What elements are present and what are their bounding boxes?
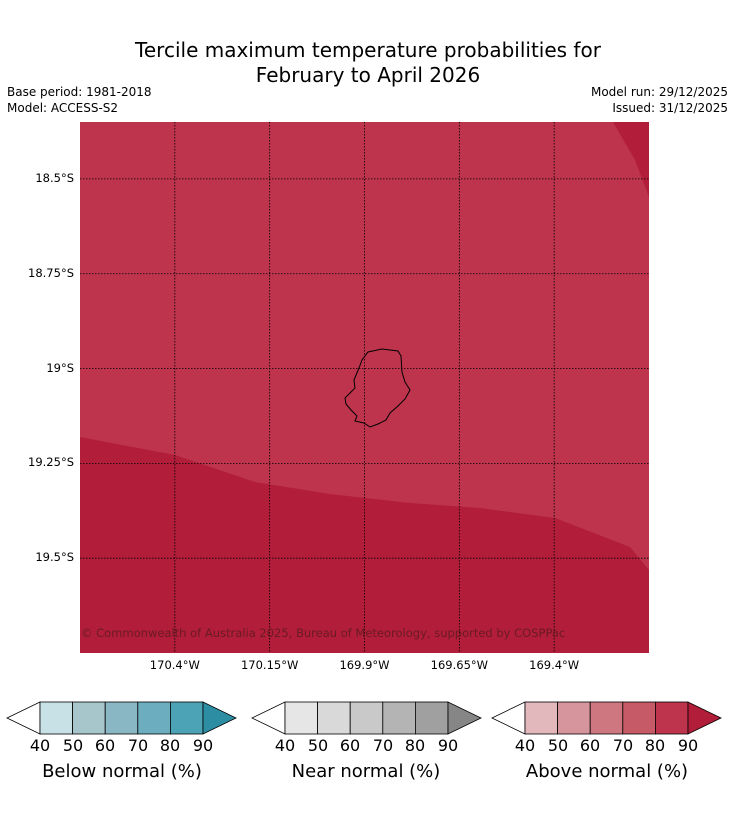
colorbar-above-label: Above normal (%) [525, 761, 689, 782]
colorbar-near-segments [251, 701, 482, 735]
colorbar-near-graphic [251, 701, 482, 735]
above-tick-70: 70 [612, 736, 634, 755]
lat-label-2: 19°S [46, 360, 74, 375]
model-run: Model run: 29/12/2025 [590, 85, 728, 99]
above-segment-1 [557, 701, 591, 735]
above-tick-80: 80 [644, 736, 666, 755]
model-name: Model: ACCESS-S2 [7, 101, 119, 115]
lat-label-3: 19.25°S [28, 455, 74, 470]
lat-label-1: 18.75°S [28, 265, 74, 280]
near-segment-4 [414, 701, 449, 735]
colorbar-below-segments [6, 701, 237, 735]
meta-left: Base period: 1981-2018 Model: ACCESS-S2 [7, 84, 152, 116]
above-tick-40: 40 [514, 736, 536, 755]
above-segment-3 [622, 701, 656, 735]
below-segment-3 [137, 701, 171, 735]
near-tick-40: 40 [274, 736, 296, 755]
meta-right: Model run: 29/12/2025 Issued: 31/12/2025 [591, 84, 728, 116]
near-tick-70: 70 [372, 736, 394, 755]
niue-coastline [344, 348, 411, 428]
below-tick-80: 80 [159, 736, 181, 755]
title-line-2: February to April 2026 [255, 63, 481, 87]
lon-label-4: 169.4°W [529, 658, 580, 672]
region-above-90-northeast [613, 122, 649, 197]
near-extend-low [251, 701, 286, 735]
near-segment-1 [317, 701, 351, 735]
chart-title: Tercile maximum temperature probabilitie… [0, 38, 736, 88]
above-segment-0 [524, 701, 558, 735]
near-tick-50: 50 [307, 736, 329, 755]
issued-date: Issued: 31/12/2025 [612, 101, 728, 115]
below-segment-0 [39, 701, 73, 735]
colorbar-above-segments [491, 701, 722, 735]
near-segment-0 [284, 701, 318, 735]
lat-label-4: 19.5°S [35, 550, 74, 565]
colorbar-below-label: Below normal (%) [42, 761, 202, 782]
base-period: Base period: 1981-2018 [7, 85, 152, 99]
probability-map: © Commonwealth of Australia 2025, Bureau… [80, 122, 649, 653]
near-tick-80: 80 [404, 736, 426, 755]
below-segment-2 [104, 701, 139, 735]
below-segment-4 [169, 701, 204, 735]
below-tick-60: 60 [94, 736, 116, 755]
near-extend-high [447, 701, 482, 735]
lon-label-0: 170.4°W [149, 658, 200, 672]
lon-label-3: 169.65°W [430, 658, 489, 672]
lat-label-0: 18.5°S [35, 170, 74, 185]
above-segment-2 [589, 701, 624, 735]
copyright-notice: © Commonwealth of Australia 2025, Bureau… [81, 626, 565, 640]
graticule [80, 122, 649, 653]
above-tick-50: 50 [547, 736, 569, 755]
below-tick-90: 90 [192, 736, 214, 755]
below-segment-1 [72, 701, 106, 735]
near-tick-90: 90 [437, 736, 459, 755]
lon-label-2: 169.9°W [339, 658, 390, 672]
colorbar-below-graphic [6, 701, 237, 735]
near-segment-3 [382, 701, 416, 735]
above-tick-60: 60 [579, 736, 601, 755]
below-tick-40: 40 [29, 736, 51, 755]
above-extend-high [687, 701, 722, 735]
lon-label-1: 170.15°W [240, 658, 299, 672]
below-tick-70: 70 [127, 736, 149, 755]
title-line-1: Tercile maximum temperature probabilitie… [135, 38, 601, 62]
near-tick-60: 60 [339, 736, 361, 755]
colorbar-near-label: Near normal (%) [291, 761, 441, 782]
above-segment-4 [654, 701, 689, 735]
above-extend-low [491, 701, 526, 735]
below-tick-50: 50 [62, 736, 84, 755]
colorbar-above-graphic [491, 701, 722, 735]
below-extend-high [202, 701, 237, 735]
above-tick-90: 90 [677, 736, 699, 755]
below-extend-low [6, 701, 41, 735]
near-segment-2 [349, 701, 384, 735]
